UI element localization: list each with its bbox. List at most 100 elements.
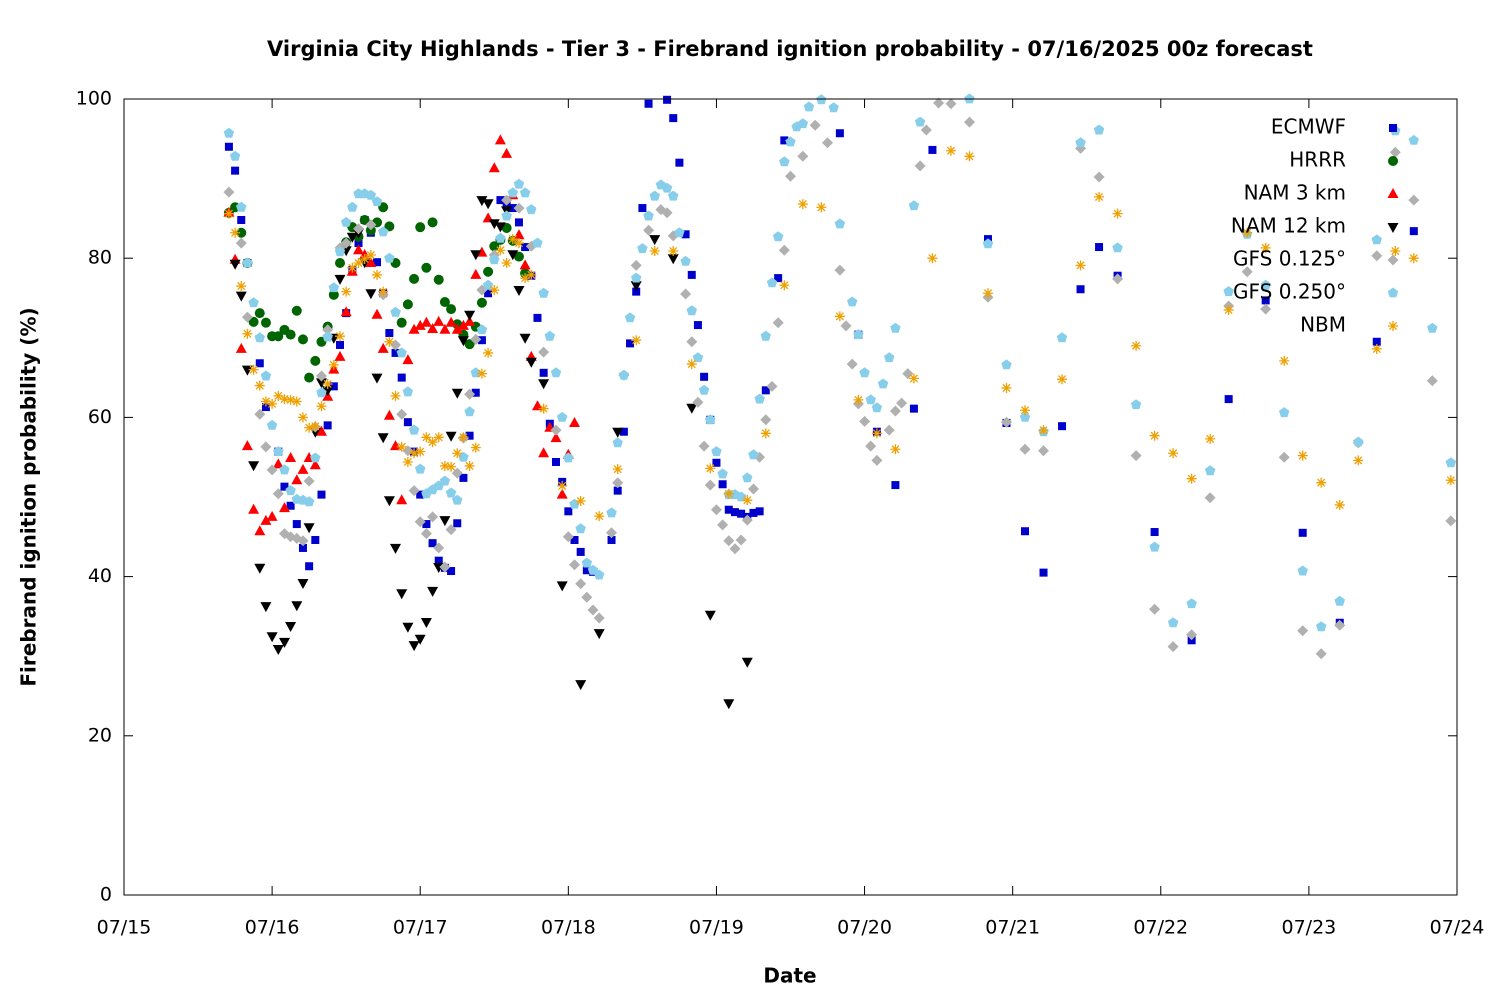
data-point bbox=[347, 262, 358, 273]
data-point bbox=[557, 480, 568, 491]
data-point bbox=[383, 496, 395, 507]
data-point bbox=[267, 398, 278, 409]
data-point bbox=[383, 409, 395, 420]
data-point bbox=[470, 442, 481, 453]
data-point bbox=[945, 145, 956, 156]
data-point bbox=[458, 432, 469, 443]
data-point bbox=[489, 285, 500, 296]
data-point bbox=[359, 253, 370, 264]
data-point bbox=[631, 272, 642, 283]
data-point bbox=[1001, 382, 1012, 393]
data-point bbox=[434, 556, 443, 565]
data-point bbox=[453, 519, 462, 528]
data-point bbox=[384, 252, 395, 263]
data-point bbox=[532, 237, 543, 248]
data-point bbox=[433, 315, 445, 326]
data-point bbox=[612, 427, 624, 438]
data-point bbox=[272, 458, 284, 469]
data-point bbox=[242, 257, 253, 268]
data-point bbox=[539, 368, 548, 377]
data-point bbox=[488, 219, 500, 230]
data-point bbox=[871, 402, 883, 413]
data-point bbox=[1167, 641, 1179, 653]
data-point bbox=[254, 308, 265, 319]
data-point bbox=[1297, 565, 1308, 576]
data-point bbox=[439, 475, 451, 486]
data-point bbox=[581, 557, 593, 568]
data-point bbox=[562, 531, 574, 543]
data-point bbox=[317, 490, 326, 499]
data-point bbox=[587, 604, 599, 616]
data-point bbox=[686, 403, 698, 414]
legend-marker bbox=[1388, 321, 1398, 331]
x-tick-label: 07/18 bbox=[541, 917, 596, 939]
data-point bbox=[686, 336, 698, 348]
data-point bbox=[310, 355, 321, 366]
data-point bbox=[1204, 465, 1216, 476]
data-point bbox=[525, 357, 537, 368]
data-point bbox=[446, 304, 457, 315]
data-point bbox=[638, 204, 647, 213]
data-point bbox=[637, 243, 648, 254]
data-point bbox=[384, 336, 395, 347]
data-point bbox=[569, 559, 580, 571]
data-point bbox=[700, 372, 709, 381]
data-point bbox=[260, 370, 272, 381]
data-point bbox=[1223, 304, 1234, 315]
data-point bbox=[464, 339, 475, 350]
legend-label: NAM 3 km bbox=[1244, 181, 1346, 205]
y-tick-label: 40 bbox=[88, 565, 112, 587]
data-point bbox=[521, 243, 530, 252]
data-point bbox=[334, 350, 346, 361]
x-tick-label: 07/20 bbox=[837, 917, 892, 939]
data-point bbox=[1279, 355, 1290, 366]
data-point bbox=[1408, 134, 1419, 145]
data-point bbox=[1186, 629, 1198, 641]
data-point bbox=[575, 495, 586, 506]
data-point bbox=[772, 231, 784, 242]
x-tick-label: 07/15 bbox=[97, 917, 152, 939]
data-point bbox=[575, 523, 586, 534]
data-point bbox=[846, 358, 858, 370]
data-point bbox=[538, 346, 550, 358]
data-point bbox=[254, 525, 266, 536]
data-point bbox=[507, 250, 519, 261]
data-point bbox=[261, 403, 270, 412]
data-point bbox=[729, 543, 741, 555]
data-point bbox=[427, 217, 438, 228]
data-point bbox=[840, 320, 852, 332]
data-point bbox=[470, 250, 482, 261]
data-point bbox=[1298, 528, 1307, 537]
data-point bbox=[471, 388, 480, 397]
data-point bbox=[847, 296, 858, 307]
data-point bbox=[742, 495, 753, 506]
data-point bbox=[742, 472, 753, 483]
data-point bbox=[1076, 285, 1085, 294]
data-point bbox=[1056, 332, 1068, 343]
x-tick-label: 07/16 bbox=[245, 917, 300, 939]
data-point bbox=[853, 329, 864, 340]
data-point bbox=[365, 189, 377, 200]
data-point bbox=[260, 602, 272, 613]
data-point bbox=[778, 244, 790, 256]
data-point bbox=[920, 124, 932, 136]
data-point bbox=[305, 562, 314, 571]
data-point bbox=[891, 481, 900, 490]
data-point bbox=[607, 535, 616, 544]
data-point bbox=[416, 490, 425, 499]
data-point bbox=[649, 190, 660, 201]
data-point bbox=[526, 204, 537, 215]
data-point bbox=[723, 535, 735, 547]
data-point bbox=[415, 446, 426, 457]
data-point bbox=[353, 257, 364, 268]
data-point bbox=[680, 288, 692, 300]
data-point bbox=[396, 408, 408, 420]
data-point bbox=[619, 427, 628, 436]
data-point bbox=[409, 448, 420, 459]
series bbox=[223, 93, 1457, 632]
data-point bbox=[890, 322, 901, 333]
data-point bbox=[236, 227, 247, 238]
data-point bbox=[316, 387, 327, 398]
data-point bbox=[1149, 430, 1160, 441]
data-point bbox=[1204, 492, 1216, 504]
